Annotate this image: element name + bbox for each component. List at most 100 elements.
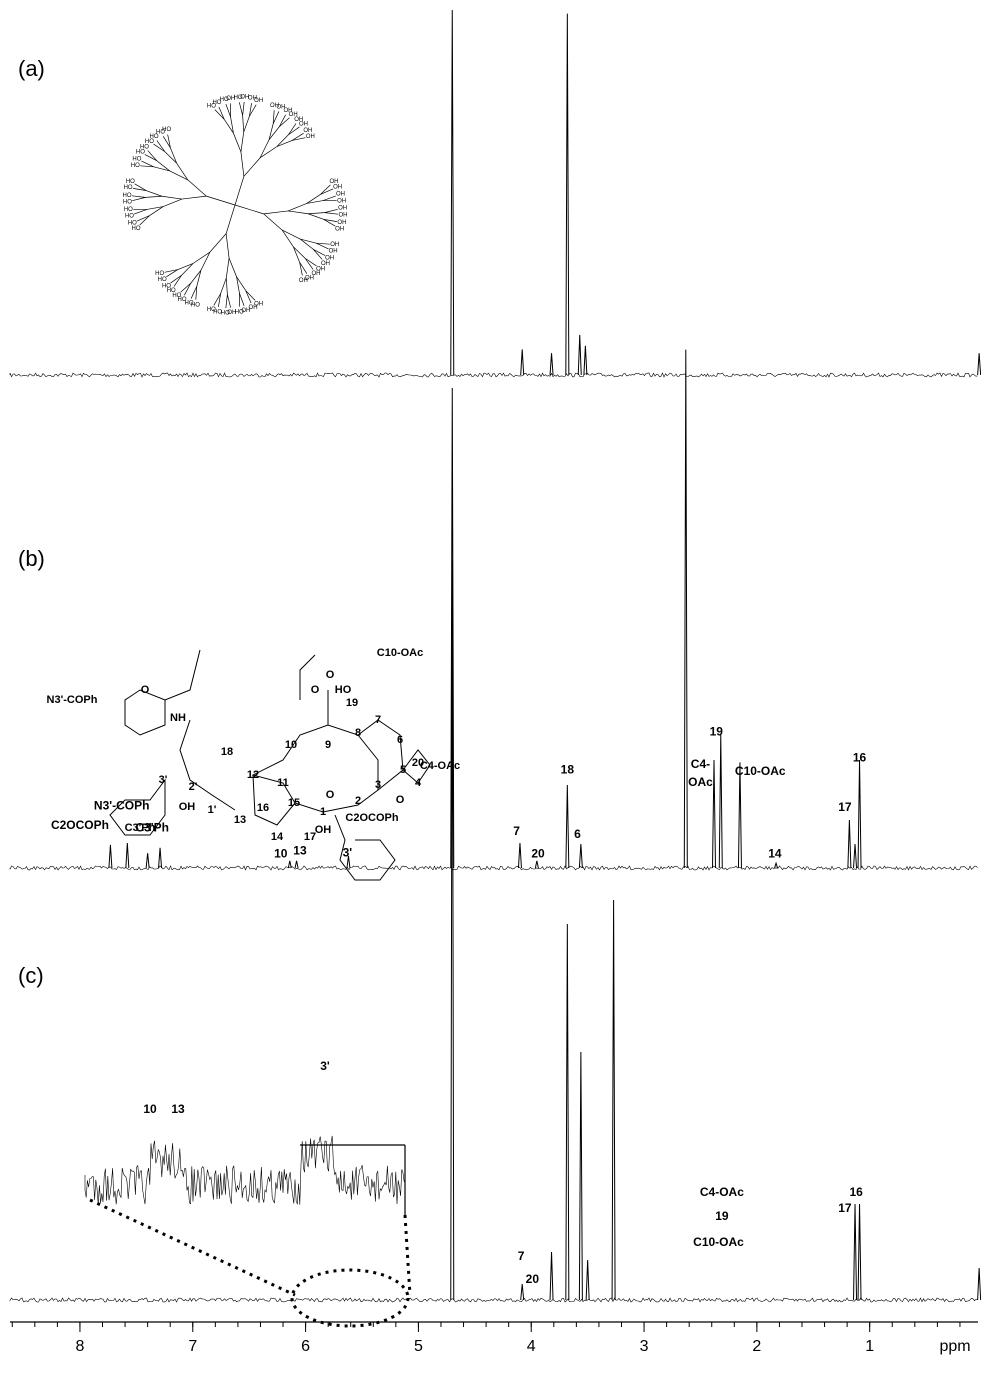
hydroxyl-label: OH	[335, 226, 344, 232]
baseline-noise	[10, 1298, 978, 1302]
hydroxyl-label: HO	[126, 179, 135, 185]
structure-label: C3'Ph	[125, 822, 156, 834]
bond	[219, 107, 224, 119]
bond	[308, 213, 325, 214]
bond	[325, 213, 338, 215]
peak	[738, 762, 741, 868]
structure-label: OH	[315, 824, 332, 836]
hydroxyl-label: OH	[339, 212, 348, 218]
bond	[226, 278, 227, 295]
hydroxyl-label: HO	[136, 150, 145, 156]
bond	[264, 211, 288, 214]
structure-label: 4	[415, 777, 422, 789]
hydroxyl-label: OH	[336, 192, 345, 198]
bond	[235, 205, 264, 214]
inset-label: 13	[171, 1102, 185, 1116]
hydroxyl-label: HO	[207, 307, 216, 313]
structure-label: HO	[335, 684, 352, 696]
bond	[246, 291, 255, 301]
bond	[163, 199, 182, 206]
structure-label: C2OCOPh	[345, 812, 398, 824]
peak-annotation: 17	[838, 800, 852, 814]
structure-label: 12	[247, 769, 259, 781]
structure-label: 1'	[208, 804, 217, 816]
x-axis-label: ppm	[939, 1338, 970, 1355]
x-tick-label: 6	[301, 1338, 310, 1355]
peak	[713, 760, 716, 868]
bond	[325, 209, 338, 212]
structure-label: 16	[257, 802, 269, 814]
hydroxyl-label: HO	[140, 144, 149, 150]
bond	[170, 148, 176, 163]
peak	[518, 843, 521, 868]
peak	[295, 861, 298, 868]
bond	[181, 283, 191, 292]
inset-label: 10	[143, 1102, 157, 1116]
hydroxyl-label: HO	[162, 284, 171, 290]
peak-annotation: 16	[853, 750, 867, 764]
bond	[221, 278, 227, 294]
bond	[184, 283, 190, 295]
bond	[226, 258, 229, 278]
bond	[313, 249, 325, 255]
peak	[521, 1284, 524, 1300]
peak-annotation: C2OCOPh	[51, 818, 109, 832]
hydroxyl-label: HO	[128, 221, 137, 227]
bond	[148, 151, 157, 161]
bond	[288, 203, 307, 210]
hydroxyl-label: OH	[329, 249, 338, 255]
structure-label: 9	[325, 739, 331, 751]
bond	[145, 154, 157, 160]
peak	[858, 760, 861, 868]
hydroxyl-label: HO	[124, 207, 133, 213]
peak-annotation: C10-OAc	[735, 764, 786, 778]
bond	[293, 247, 299, 262]
peak	[586, 1260, 589, 1300]
bond	[244, 158, 260, 176]
peak-annotation: 19	[715, 1209, 729, 1223]
hydroxyl-label: HO	[132, 226, 141, 232]
structure-label: 7	[375, 714, 381, 726]
peak	[521, 349, 524, 375]
peak	[854, 1204, 857, 1300]
bond	[145, 196, 162, 197]
bond	[132, 196, 145, 198]
peak-annotation: 6	[574, 827, 581, 841]
peak-annotation: 20	[531, 846, 545, 860]
peak-annotation: 18	[561, 762, 575, 776]
bond	[227, 295, 230, 308]
hydroxyl-label: HO	[122, 193, 131, 199]
structure-label: 10	[285, 739, 297, 751]
bond	[279, 118, 289, 127]
bond	[239, 102, 242, 115]
bond	[246, 291, 251, 303]
peak	[858, 1204, 861, 1300]
baseline-noise	[10, 373, 978, 377]
bond	[174, 275, 182, 286]
bond	[182, 263, 194, 275]
structure-label: 13	[234, 814, 246, 826]
peak	[146, 853, 149, 868]
structure-label: 3'	[159, 774, 168, 786]
hydroxyl-label: OH	[299, 278, 308, 284]
bond	[154, 144, 165, 152]
inset-label: 3'	[320, 1059, 330, 1073]
bond	[180, 720, 235, 810]
peak	[978, 353, 981, 375]
peak-annotation: 17	[838, 1201, 852, 1215]
inset-spectrum	[85, 1136, 404, 1205]
peak	[288, 861, 291, 868]
x-tick-label: 3	[640, 1338, 649, 1355]
bond	[244, 116, 250, 132]
x-tick-label: 8	[75, 1338, 84, 1355]
structure-label: C4-OAc	[420, 760, 460, 772]
peak	[566, 924, 569, 1300]
panel-label: (b)	[18, 546, 45, 571]
peak	[109, 845, 112, 868]
structure-label: OH	[179, 801, 196, 813]
peak	[719, 735, 722, 868]
peak-annotation: 3'	[343, 845, 353, 859]
peak-annotation: 7	[518, 1249, 525, 1263]
